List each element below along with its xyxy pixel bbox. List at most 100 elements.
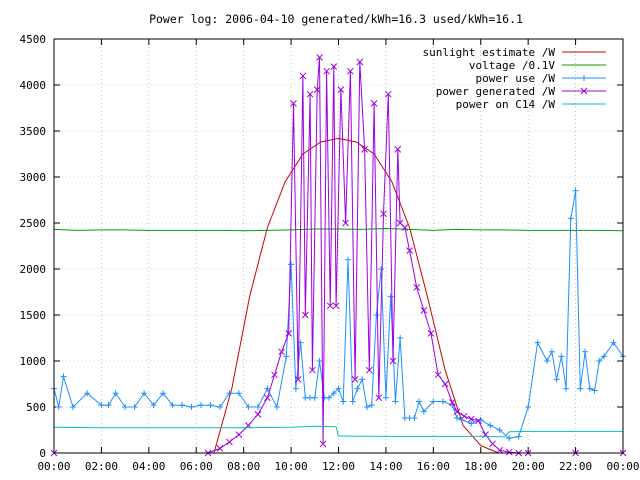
data-point — [160, 390, 167, 397]
data-point — [292, 385, 299, 392]
data-point — [406, 247, 413, 254]
data-point — [254, 404, 261, 410]
data-point — [380, 210, 387, 218]
data-point — [306, 90, 314, 98]
data-point — [330, 390, 337, 397]
data-point — [427, 330, 435, 337]
data-point — [586, 385, 593, 392]
series-line — [53, 425, 623, 438]
data-point — [316, 358, 323, 364]
y-tick-label: 4000 — [20, 79, 47, 92]
x-tick-label: 06:00 — [180, 460, 213, 473]
series-line — [53, 227, 624, 232]
data-point — [370, 100, 378, 107]
x-tick-label: 22:00 — [559, 460, 592, 473]
data-point — [467, 415, 475, 423]
data-point — [448, 399, 456, 406]
data-point — [525, 404, 532, 410]
series-power-use-w — [51, 187, 626, 442]
legend-label: sunlight estimate /W — [423, 46, 556, 59]
x-tick-label: 00:00 — [37, 460, 70, 473]
data-point — [273, 404, 280, 410]
y-tick-label: 2000 — [20, 263, 47, 276]
data-point — [323, 67, 330, 75]
data-point — [384, 90, 392, 98]
series-line — [54, 57, 623, 454]
data-point — [290, 100, 297, 107]
data-point — [505, 448, 513, 456]
x-tick-label: 12:00 — [322, 460, 355, 473]
data-point — [347, 67, 354, 75]
x-tick-label: 20:00 — [512, 460, 545, 473]
data-point — [60, 373, 67, 380]
data-point — [332, 302, 340, 310]
data-point — [169, 402, 176, 409]
data-point — [141, 390, 148, 397]
x-tick-label: 18:00 — [464, 460, 497, 473]
data-point — [382, 394, 389, 401]
data-point — [84, 390, 91, 397]
data-point — [301, 311, 309, 319]
data-point — [596, 358, 603, 364]
data-point — [235, 431, 243, 438]
data-point — [397, 335, 404, 341]
data-point — [349, 398, 356, 405]
data-point — [207, 402, 214, 409]
legend-label: power use /W — [476, 72, 556, 85]
data-point — [534, 339, 541, 346]
data-point — [313, 86, 321, 93]
data-point — [299, 72, 307, 80]
data-point — [368, 402, 375, 409]
data-point — [416, 398, 423, 405]
y-tick-label: 1500 — [20, 309, 47, 322]
data-point — [264, 385, 271, 392]
data-point — [387, 293, 394, 300]
data-point — [309, 366, 316, 374]
y-tick-label: 1000 — [20, 355, 47, 368]
data-point — [188, 404, 195, 410]
data-point — [373, 312, 380, 318]
data-point — [105, 402, 112, 409]
data-point — [411, 415, 418, 422]
x-tick-label: 04:00 — [132, 460, 165, 473]
data-point — [112, 390, 119, 397]
data-point — [335, 385, 342, 392]
data-point — [580, 87, 588, 95]
data-point — [150, 402, 157, 409]
data-point — [413, 284, 421, 291]
data-point — [475, 417, 482, 425]
series-power-generated-w — [50, 54, 627, 457]
data-point — [506, 435, 513, 442]
data-point — [283, 353, 290, 360]
legend-label: power generated /W — [436, 85, 556, 98]
data-point — [122, 404, 129, 410]
data-point — [271, 371, 278, 379]
data-point — [394, 146, 402, 153]
data-point — [548, 348, 555, 355]
data-point — [572, 187, 579, 194]
data-point — [489, 440, 496, 448]
data-point — [319, 440, 327, 448]
legend-label: voltage /0.1V — [469, 59, 555, 72]
data-point — [354, 385, 361, 392]
data-point — [342, 219, 349, 227]
data-point — [197, 402, 204, 409]
data-point — [601, 353, 608, 360]
data-point — [496, 446, 504, 454]
data-point — [294, 376, 302, 383]
data-point — [226, 390, 233, 397]
y-tick-label: 3500 — [20, 125, 47, 138]
data-point — [515, 433, 522, 440]
x-tick-label: 00:00 — [606, 460, 639, 473]
data-point — [288, 261, 295, 268]
data-point — [401, 224, 409, 231]
data-point — [610, 339, 617, 346]
data-point — [420, 408, 427, 415]
data-point — [264, 394, 271, 402]
data-point — [454, 415, 461, 422]
data-point — [55, 404, 62, 410]
data-point — [337, 86, 345, 93]
data-point — [420, 307, 428, 314]
